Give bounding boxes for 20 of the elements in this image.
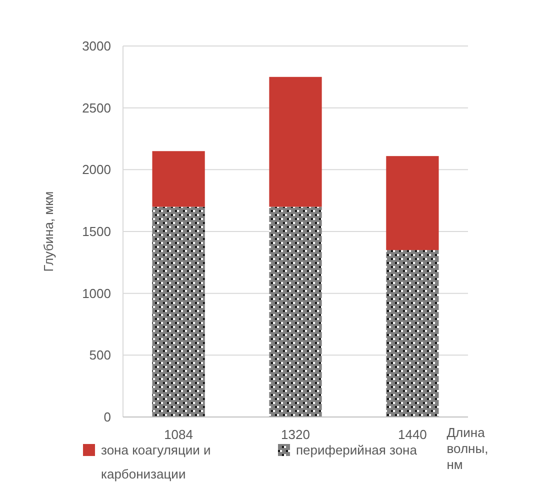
bar: [386, 156, 439, 250]
y-tick-label: 3000: [82, 38, 111, 54]
bar: [152, 151, 205, 207]
y-tick-label: 1000: [82, 286, 111, 301]
bar: [269, 206, 322, 417]
legend-label: зона коагуляции и карбонизации: [101, 442, 211, 482]
y-tick-label: 2500: [82, 100, 111, 116]
bar: [152, 206, 205, 417]
y-tick-label: 1500: [82, 224, 111, 240]
y-tick-label: 0: [104, 410, 111, 425]
legend-label: периферийная зона: [296, 442, 418, 458]
y-axis-title: Глубина, мкм: [41, 191, 56, 272]
x-axis-title: Длина волны, нм: [446, 425, 488, 472]
y-tick-label: 2000: [82, 162, 111, 178]
bar: [386, 250, 439, 417]
x-tick-label: 1440: [398, 427, 427, 442]
x-tick-label: 1320: [281, 427, 310, 442]
x-tick-label: 1084: [164, 427, 194, 442]
bar: [269, 76, 322, 207]
y-tick-label: 500: [89, 348, 111, 363]
